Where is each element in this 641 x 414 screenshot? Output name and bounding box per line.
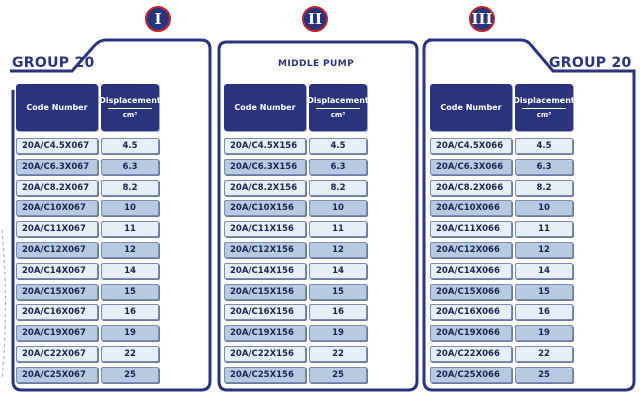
displacement-cell: 8.2 bbox=[309, 179, 367, 196]
code-header-label: Code Number bbox=[440, 103, 502, 112]
displacement-cell: 19 bbox=[515, 325, 573, 342]
code-number-cell: 20A/C11X066 bbox=[430, 221, 512, 238]
displacement-cell: 12 bbox=[101, 242, 159, 258]
displacement-cell: 15 bbox=[101, 283, 159, 300]
code-number-cell: 20A/C19X066 bbox=[430, 325, 512, 342]
code-number-cell: 20A/C19X067 bbox=[16, 325, 98, 342]
displacement-cell: 14 bbox=[515, 262, 573, 279]
section-3-numeral: III bbox=[469, 6, 495, 32]
section-2-title: MIDDLE PUMP bbox=[278, 59, 355, 69]
code-number-cell: 20A/C6.3X067 bbox=[16, 158, 98, 175]
code-number-cell: 20A/C14X066 bbox=[430, 262, 512, 279]
code-number-cell: 20A/C22X067 bbox=[16, 346, 98, 362]
code-number-cell: 20A/C15X067 bbox=[16, 283, 98, 300]
displacement-unit-label: cm³ bbox=[122, 111, 138, 119]
code-number-cell: 20A/C15X066 bbox=[430, 283, 512, 300]
code-number-cell: 20A/C4.5X067 bbox=[16, 138, 98, 154]
code-number-cell: 20A/C8.2X067 bbox=[16, 179, 98, 196]
displacement-cell: 14 bbox=[101, 262, 159, 279]
code-number-cell: 20A/C10X066 bbox=[430, 200, 512, 217]
left-edge-decoration bbox=[1, 230, 7, 380]
displacement-unit-label: cm³ bbox=[330, 111, 346, 119]
displacement-cell: 12 bbox=[515, 242, 573, 258]
section-2-displacement-header: Displacement cm³ bbox=[307, 84, 369, 131]
code-number-cell: 20A/C6.3X156 bbox=[224, 158, 306, 175]
code-number-cell: 20A/C10X156 bbox=[224, 200, 306, 217]
section-2-numeral: II bbox=[302, 6, 328, 32]
code-number-cell: 20A/C19X156 bbox=[224, 325, 306, 342]
code-number-cell: 20A/C16X067 bbox=[16, 304, 98, 321]
code-number-cell: 20A/C14X156 bbox=[224, 262, 306, 279]
code-number-cell: 20A/C12X067 bbox=[16, 242, 98, 258]
displacement-cell: 16 bbox=[309, 304, 367, 321]
section-1-title: GROUP 20 bbox=[12, 55, 95, 71]
displacement-header-label: Displacement bbox=[99, 96, 161, 105]
code-number-cell: 20A/C25X156 bbox=[224, 366, 306, 383]
displacement-cell: 19 bbox=[101, 325, 159, 342]
displacement-cell: 11 bbox=[101, 221, 159, 238]
section-3-title: GROUP 20 bbox=[549, 55, 632, 71]
displacement-cell: 4.5 bbox=[515, 138, 573, 154]
section-1-code-header: Code Number bbox=[16, 84, 98, 131]
displacement-cell: 4.5 bbox=[101, 138, 159, 154]
displacement-header-label: Displacement bbox=[307, 96, 369, 105]
displacement-cell: 19 bbox=[309, 325, 367, 342]
code-number-cell: 20A/C8.2X156 bbox=[224, 179, 306, 196]
code-number-cell: 20A/C22X066 bbox=[430, 346, 512, 362]
displacement-cell: 10 bbox=[515, 200, 573, 217]
displacement-cell: 22 bbox=[101, 346, 159, 362]
displacement-cell: 8.2 bbox=[101, 179, 159, 196]
code-number-cell: 20A/C15X156 bbox=[224, 283, 306, 300]
displacement-cell: 10 bbox=[101, 200, 159, 217]
displacement-cell: 8.2 bbox=[515, 179, 573, 196]
displacement-cell: 6.3 bbox=[309, 158, 367, 175]
section-3-displacement-header: Displacement cm³ bbox=[513, 84, 575, 131]
displacement-cell: 12 bbox=[309, 242, 367, 258]
displacement-cell: 25 bbox=[515, 366, 573, 383]
code-number-cell: 20A/C12X156 bbox=[224, 242, 306, 258]
displacement-cell: 6.3 bbox=[101, 158, 159, 175]
displacement-cell: 22 bbox=[515, 346, 573, 362]
displacement-cell: 15 bbox=[309, 283, 367, 300]
code-number-cell: 20A/C11X156 bbox=[224, 221, 306, 238]
header-divider bbox=[316, 108, 360, 109]
code-number-cell: 20A/C6.3X066 bbox=[430, 158, 512, 175]
displacement-cell: 14 bbox=[309, 262, 367, 279]
code-number-cell: 20A/C22X156 bbox=[224, 346, 306, 362]
code-header-label: Code Number bbox=[26, 103, 88, 112]
code-number-cell: 20A/C14X067 bbox=[16, 262, 98, 279]
code-number-cell: 20A/C8.2X066 bbox=[430, 179, 512, 196]
displacement-cell: 11 bbox=[515, 221, 573, 238]
code-number-cell: 20A/C12X066 bbox=[430, 242, 512, 258]
section-3-code-header: Code Number bbox=[430, 84, 512, 131]
displacement-unit-label: cm³ bbox=[536, 111, 552, 119]
code-number-cell: 20A/C25X066 bbox=[430, 366, 512, 383]
header-divider bbox=[522, 108, 566, 109]
displacement-cell: 25 bbox=[101, 366, 159, 383]
section-1-numeral: I bbox=[145, 6, 171, 32]
displacement-cell: 22 bbox=[309, 346, 367, 362]
header-divider bbox=[108, 108, 152, 109]
displacement-cell: 16 bbox=[515, 304, 573, 321]
displacement-cell: 15 bbox=[515, 283, 573, 300]
displacement-cell: 4.5 bbox=[309, 138, 367, 154]
displacement-cell: 25 bbox=[309, 366, 367, 383]
code-number-cell: 20A/C4.5X156 bbox=[224, 138, 306, 154]
displacement-cell: 11 bbox=[309, 221, 367, 238]
section-1-displacement-header: Displacement cm³ bbox=[99, 84, 161, 131]
section-2-code-header: Code Number bbox=[224, 84, 306, 131]
displacement-cell: 16 bbox=[101, 304, 159, 321]
code-number-cell: 20A/C11X067 bbox=[16, 221, 98, 238]
code-header-label: Code Number bbox=[234, 103, 296, 112]
code-number-cell: 20A/C16X156 bbox=[224, 304, 306, 321]
displacement-cell: 6.3 bbox=[515, 158, 573, 175]
displacement-cell: 10 bbox=[309, 200, 367, 217]
code-number-cell: 20A/C16X066 bbox=[430, 304, 512, 321]
code-number-cell: 20A/C25X067 bbox=[16, 366, 98, 383]
code-number-cell: 20A/C4.5X066 bbox=[430, 138, 512, 154]
code-number-cell: 20A/C10X067 bbox=[16, 200, 98, 217]
displacement-header-label: Displacement bbox=[513, 96, 575, 105]
